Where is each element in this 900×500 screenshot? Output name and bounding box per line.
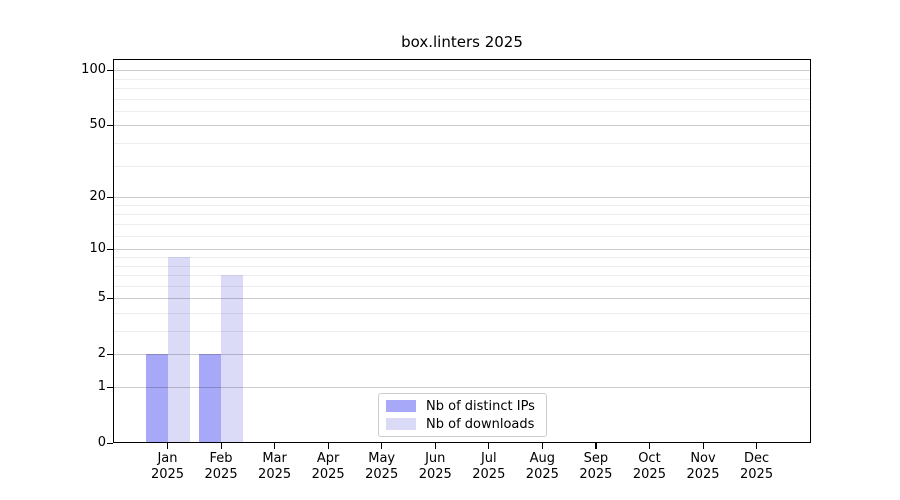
- x-tick-month: Mar: [262, 451, 287, 466]
- x-tick-label-feb: Feb 2025: [189, 451, 253, 483]
- gridline-minor: [113, 165, 811, 167]
- x-tick-month: Dec: [743, 451, 770, 466]
- y-axis-tick: [107, 353, 113, 355]
- gridline-minor: [113, 312, 811, 314]
- x-tick-year: 2025: [258, 467, 292, 482]
- bar-nb-of-distinct-ips-jan: [145, 354, 168, 443]
- x-tick-label-sep: Sep 2025: [564, 451, 628, 483]
- x-tick-label-dec: Dec 2025: [725, 451, 789, 483]
- legend-label: Nb of distinct IPs: [426, 398, 535, 414]
- gridline-major: [113, 125, 811, 127]
- x-tick-label-aug: Aug 2025: [510, 451, 574, 483]
- x-axis-tick: [702, 443, 704, 449]
- gridline-minor: [113, 275, 811, 277]
- gridline-minor: [113, 235, 811, 237]
- x-tick-label-may: May 2025: [350, 451, 414, 483]
- y-tick-label: 100: [81, 62, 106, 78]
- y-axis-tick: [107, 124, 113, 127]
- x-axis-tick: [488, 443, 490, 449]
- x-tick-year: 2025: [150, 467, 185, 482]
- x-axis-tick: [220, 443, 222, 449]
- y-tick-label: 50: [89, 117, 106, 133]
- gridline-major: [113, 197, 811, 199]
- x-tick-label-oct: Oct 2025: [617, 451, 681, 483]
- gridline-minor: [113, 110, 811, 112]
- gridline-minor: [113, 78, 811, 80]
- x-tick-month: Feb: [209, 451, 233, 466]
- x-tick-year: 2025: [579, 467, 613, 482]
- x-axis-tick: [756, 443, 758, 449]
- bar-nb-of-downloads-feb: [221, 275, 244, 443]
- gridline-minor: [113, 256, 811, 258]
- x-tick-month: Nov: [690, 451, 716, 466]
- legend-entry-nb-of-downloads: Nb of downloads: [386, 417, 539, 432]
- x-tick-month: Jul: [480, 451, 497, 466]
- x-tick-month: Jan: [157, 451, 178, 466]
- plot-area: [113, 59, 811, 443]
- y-axis-tick: [107, 386, 113, 388]
- y-tick-label: 0: [97, 435, 106, 450]
- x-tick-year: 2025: [525, 467, 559, 482]
- chart-title: box.linters 2025: [401, 33, 523, 51]
- gridline-minor: [113, 205, 811, 207]
- x-tick-year: 2025: [204, 467, 238, 482]
- x-tick-year: 2025: [740, 467, 774, 482]
- gridline-major: [113, 249, 811, 251]
- x-tick-label-jul: Jul 2025: [457, 451, 521, 483]
- y-tick-label: 5: [97, 290, 106, 306]
- x-axis-tick: [434, 443, 436, 449]
- bar-nb-of-distinct-ips-feb: [199, 354, 222, 443]
- gridline-minor: [113, 88, 811, 89]
- x-tick-label-nov: Nov 2025: [671, 451, 735, 483]
- legend: Nb of distinct IPs Nb of downloads: [378, 393, 547, 437]
- y-axis-tick: [107, 69, 113, 71]
- x-axis-tick: [274, 443, 276, 449]
- x-axis-tick: [541, 443, 544, 449]
- x-tick-year: 2025: [686, 467, 720, 482]
- legend-swatch-nb-of-downloads: [386, 418, 416, 430]
- y-tick-label: 1: [97, 379, 106, 394]
- x-tick-month: Jun: [425, 451, 446, 466]
- y-tick-label: 2: [97, 346, 106, 362]
- y-axis-tick: [107, 442, 113, 444]
- bar-nb-of-downloads-jan: [167, 256, 190, 443]
- y-axis-tick: [107, 297, 113, 299]
- x-axis-tick: [167, 443, 169, 449]
- x-tick-label-jun: Jun 2025: [403, 451, 467, 483]
- y-axis-tick: [107, 196, 113, 198]
- x-tick-month: Aug: [529, 451, 556, 466]
- gridline-minor: [113, 331, 811, 332]
- x-tick-month: Sep: [583, 451, 609, 466]
- x-tick-label-mar: Mar 2025: [243, 451, 307, 483]
- gridline-minor: [113, 143, 811, 144]
- x-axis-tick: [595, 443, 597, 449]
- x-tick-year: 2025: [418, 467, 452, 482]
- y-tick-label: 20: [89, 189, 106, 205]
- x-tick-month: May: [368, 451, 396, 466]
- gridline-major: [113, 298, 811, 300]
- x-tick-year: 2025: [632, 467, 666, 482]
- y-axis-tick: [107, 248, 113, 250]
- x-axis-tick: [648, 443, 651, 449]
- gridline-major: [113, 70, 811, 72]
- legend-entry-nb-of-distinct-ips: Nb of distinct IPs: [386, 399, 539, 414]
- gridline-minor: [113, 214, 811, 216]
- y-tick-label: 10: [89, 241, 106, 257]
- x-tick-month: Oct: [638, 451, 661, 466]
- x-tick-label-apr: Apr 2025: [296, 451, 360, 483]
- x-axis-tick: [327, 443, 329, 449]
- gridline-minor: [113, 285, 811, 287]
- legend-label: Nb of downloads: [426, 416, 535, 432]
- x-tick-year: 2025: [311, 467, 345, 482]
- x-tick-label-jan: Jan 2025: [136, 451, 200, 483]
- x-tick-year: 2025: [365, 467, 399, 482]
- legend-swatch-nb-of-distinct-ips: [386, 400, 416, 412]
- x-axis-tick: [381, 443, 383, 449]
- gridline-minor: [113, 224, 811, 226]
- x-tick-year: 2025: [472, 467, 506, 482]
- gridline-minor: [113, 265, 811, 267]
- gridline-minor: [113, 98, 811, 100]
- x-tick-month: Apr: [316, 451, 340, 466]
